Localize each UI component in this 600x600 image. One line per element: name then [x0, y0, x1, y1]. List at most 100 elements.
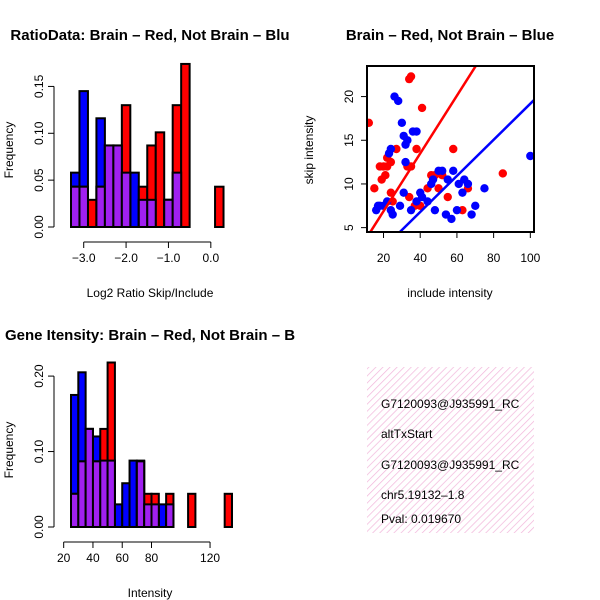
- intensity-chart-title: Gene Itensity: Brain – Red, Not Brain – …: [5, 327, 295, 344]
- point-brain-30: [498, 169, 508, 178]
- scatter-chart-title: Brain – Red, Not Brain – Blue: [346, 27, 554, 44]
- intensity-x-label: Intensity: [128, 586, 173, 600]
- point-brain-0: [367, 118, 374, 127]
- ratio-axes: −3.0 −2.0 −1.0 0.0 0.00 0.05 0.10 0.15: [32, 74, 219, 265]
- scatter-y-tick-label-3: 20: [342, 90, 356, 104]
- point-notbrain-15: [401, 157, 410, 167]
- point-notbrain-27: [430, 205, 440, 215]
- point-notbrain-34: [452, 205, 462, 215]
- point-notbrain-38: [463, 179, 473, 189]
- y-tick-label-3: 0.15: [32, 74, 46, 98]
- point-brain-1: [370, 184, 379, 193]
- intensity-bars: [70, 361, 234, 529]
- info-event-type: altTxStart: [381, 427, 433, 441]
- point-notbrain-20: [412, 127, 421, 136]
- bar-overlap-5: [112, 144, 123, 228]
- point-notbrain-41: [480, 184, 489, 193]
- bar-overlap-2: [84, 427, 94, 528]
- scatter-x-tick-label-1: 40: [414, 251, 428, 265]
- bar-overlap-11: [171, 171, 183, 229]
- point-notbrain-39: [467, 210, 476, 219]
- y-tick-label-2: 0.20: [32, 364, 46, 388]
- fit-line-brain: [368, 66, 478, 232]
- intensity-histogram-panel: Gene Itensity: Brain – Red, Not Brain – …: [2, 327, 295, 600]
- point-notbrain-32: [447, 214, 456, 224]
- y-tick-label-2: 0.10: [32, 121, 46, 145]
- point-notbrain-40: [471, 201, 480, 210]
- bar-notbrain-7: [121, 482, 131, 528]
- ratio-histogram-panel: RatioData: Brain – Red, Not Brain – Blu …: [2, 27, 290, 300]
- bar-overlap-7: [137, 198, 149, 229]
- point-brain-5: [381, 171, 390, 180]
- point-notbrain-18: [406, 205, 416, 215]
- point-brain-15: [406, 72, 416, 81]
- bar-overlap-3: [95, 185, 106, 228]
- intensity-axes: 20 40 60 80 120 0.00 0.10 0.20: [32, 364, 220, 565]
- point-brain-20: [417, 103, 427, 113]
- y-tick-label-1: 0.05: [32, 168, 46, 192]
- bar-brain-15: [223, 492, 234, 528]
- fit-line-notbrain: [398, 99, 534, 232]
- scatter-x-tick-label-2: 60: [450, 251, 464, 265]
- x-tick-label-0: −3.0: [72, 251, 96, 265]
- info-probe-id: G7120093@J935991_RC: [381, 397, 520, 411]
- scatter-frame: [366, 65, 535, 233]
- bar-overlap-0: [70, 492, 80, 528]
- point-notbrain-17: [403, 136, 412, 145]
- ratio-bars: [70, 62, 225, 229]
- point-notbrain-26: [428, 175, 438, 184]
- scatter-x-tick-label-3: 80: [487, 251, 501, 265]
- scatter-x-tick-label-0: 20: [377, 251, 391, 265]
- info-pval: Pval: 0.019670: [381, 512, 461, 526]
- info-probe-id-2: G7120093@J935991_RC: [381, 458, 520, 472]
- x-tick-label-2: 60: [116, 551, 130, 565]
- bar-brain-9: [154, 131, 166, 228]
- scatter-y-tick-label-0: 5: [342, 224, 356, 231]
- bar-brain-2: [86, 198, 98, 229]
- bar-brain-12: [180, 62, 191, 228]
- x-tick-label-3: 0.0: [202, 251, 219, 265]
- scatter-y-tick-label-1: 10: [342, 177, 356, 191]
- scatter-plot-area: [367, 66, 534, 232]
- point-notbrain-29: [438, 166, 447, 176]
- bar-overlap-9: [135, 460, 146, 529]
- bar-notbrain-8: [128, 459, 138, 529]
- x-tick-label-1: 40: [86, 551, 100, 565]
- bar-overlap-0: [70, 185, 81, 228]
- bar-overlap-10: [143, 503, 153, 529]
- ratio-x-label: Log2 Ratio Skip/Include: [87, 286, 214, 300]
- bar-overlap-4: [103, 144, 115, 228]
- point-notbrain-11: [395, 201, 405, 210]
- point-brain-8: [386, 157, 396, 167]
- bar-notbrain-12: [157, 503, 168, 529]
- bar-overlap-1: [77, 460, 87, 529]
- bar-overlap-3: [91, 460, 102, 529]
- point-notbrain-10: [393, 96, 403, 106]
- point-brain-27: [449, 144, 458, 154]
- bar-overlap-5: [106, 459, 116, 529]
- bar-overlap-10: [163, 198, 174, 229]
- y-tick-label-0: 0.00: [32, 515, 46, 539]
- bar-overlap-8: [146, 198, 157, 229]
- bar-notbrain-6: [113, 503, 124, 529]
- x-tick-label-0: 20: [57, 551, 71, 565]
- intensity-y-label: Frequency: [2, 422, 16, 479]
- bar-brain-14: [187, 492, 197, 528]
- point-notbrain-6: [386, 144, 396, 154]
- scatter-y-label: skip intensity: [302, 116, 316, 185]
- ratio-chart-title: RatioData: Brain – Red, Not Brain – Blu: [10, 27, 289, 44]
- point-notbrain-36: [458, 188, 467, 197]
- bar-notbrain-7: [129, 171, 140, 229]
- point-notbrain-14: [399, 188, 408, 197]
- scatter-axes: 20 40 60 80 100 5 10 15 20: [342, 90, 541, 265]
- scatter-y-tick-label-2: 15: [342, 133, 356, 147]
- bar-overlap-4: [99, 459, 109, 529]
- point-notbrain-33: [449, 166, 458, 176]
- bar-overlap-6: [120, 171, 132, 229]
- point-brain-26: [443, 192, 452, 202]
- x-tick-label-2: −1.0: [157, 251, 181, 265]
- info-background: [367, 367, 534, 533]
- ratio-y-label: Frequency: [2, 122, 16, 179]
- x-tick-label-1: −2.0: [114, 251, 138, 265]
